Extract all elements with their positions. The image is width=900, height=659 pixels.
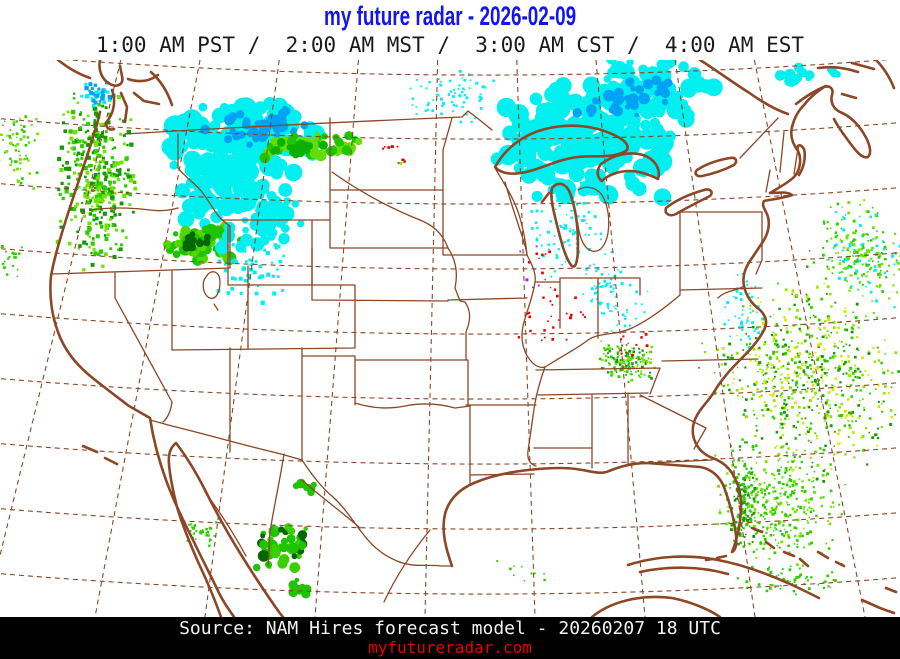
precipitation-layer [0, 60, 900, 599]
source-attribution: Source: NAM Hires forecast model - 20260… [179, 618, 721, 639]
precip-pacific-edge-rain-s [0, 245, 23, 278]
precip-il-mix-specks [519, 245, 552, 289]
pacific-baja-coast [49, 110, 285, 617]
precip-atl-offshore-cyan-edge [723, 273, 764, 349]
valid-time-subtitle: 1:00 AM PST / 2:00 AM MST / 3:00 AM CST … [95, 33, 804, 57]
precip-baja-rain-specks [186, 521, 218, 547]
page-title: my future radar - 2026-02-09 [323, 1, 577, 31]
lake-ontario [694, 156, 738, 178]
precip-nd-border-sleet [382, 145, 399, 150]
midwest-state-borders [442, 117, 681, 368]
precip-nd-sleet-2 [397, 158, 406, 165]
st-lawrence-coast [698, 60, 896, 116]
michigan-mitten [577, 186, 610, 252]
graticule-layer [0, 60, 900, 617]
mexico-border [149, 419, 453, 567]
footer-bar: Source: NAM Hires forecast model - 20260… [0, 617, 900, 659]
radar-map [0, 60, 900, 617]
south-state-borders [535, 358, 759, 465]
east-state-borders [679, 117, 799, 299]
precip-mt-rain-bright [270, 138, 328, 159]
mississippi-river [504, 181, 546, 467]
lake-huron [596, 152, 661, 183]
state-borders-layer [51, 110, 799, 603]
precip-nd-scattered-snow [409, 70, 495, 124]
website-link[interactable]: myfutureradar.com [368, 638, 532, 657]
precip-mexico-rain-bits [288, 577, 312, 599]
precip-lakes-snow-blue [572, 75, 673, 118]
cuba-caribbean-coast [590, 555, 898, 617]
precip-quebec-snow-patch [774, 62, 815, 87]
lake-erie [664, 188, 713, 217]
precip-midwest-sleet [517, 288, 586, 342]
missouri-river [331, 171, 449, 249]
page-title-row: my future radar - 2026-02-09 [0, 0, 900, 34]
mexico-interior-borders [204, 453, 431, 603]
precip-pacific-edge-rain [0, 115, 39, 190]
canada-border [124, 110, 493, 135]
precip-bigbend-rain [292, 478, 317, 497]
precip-wy-rain-core [182, 231, 211, 252]
puget-sound-coast [56, 60, 174, 131]
precip-mexico-rain-blob [252, 523, 309, 573]
coastline-layer [49, 60, 898, 617]
precip-ut-snow-specks [216, 238, 285, 305]
bahamas-islands [750, 526, 846, 568]
lat-lon-gridlines [0, 60, 900, 617]
great-salt-lake [202, 271, 221, 311]
gulf-florida-coast [442, 455, 743, 568]
plains-state-borders [301, 247, 593, 485]
radar-map-svg [0, 60, 900, 617]
lake-superior [493, 124, 629, 175]
precip-ne-offshore-mix [821, 199, 900, 315]
lake-michigan [540, 182, 580, 268]
precip-lakes-snow-mass [490, 76, 676, 206]
precip-gulf-rain-dots [496, 560, 546, 582]
precip-wi-snow-specks [522, 181, 603, 278]
precip-pnw-sound-snow [80, 80, 116, 108]
atlantic-coast [691, 85, 872, 459]
